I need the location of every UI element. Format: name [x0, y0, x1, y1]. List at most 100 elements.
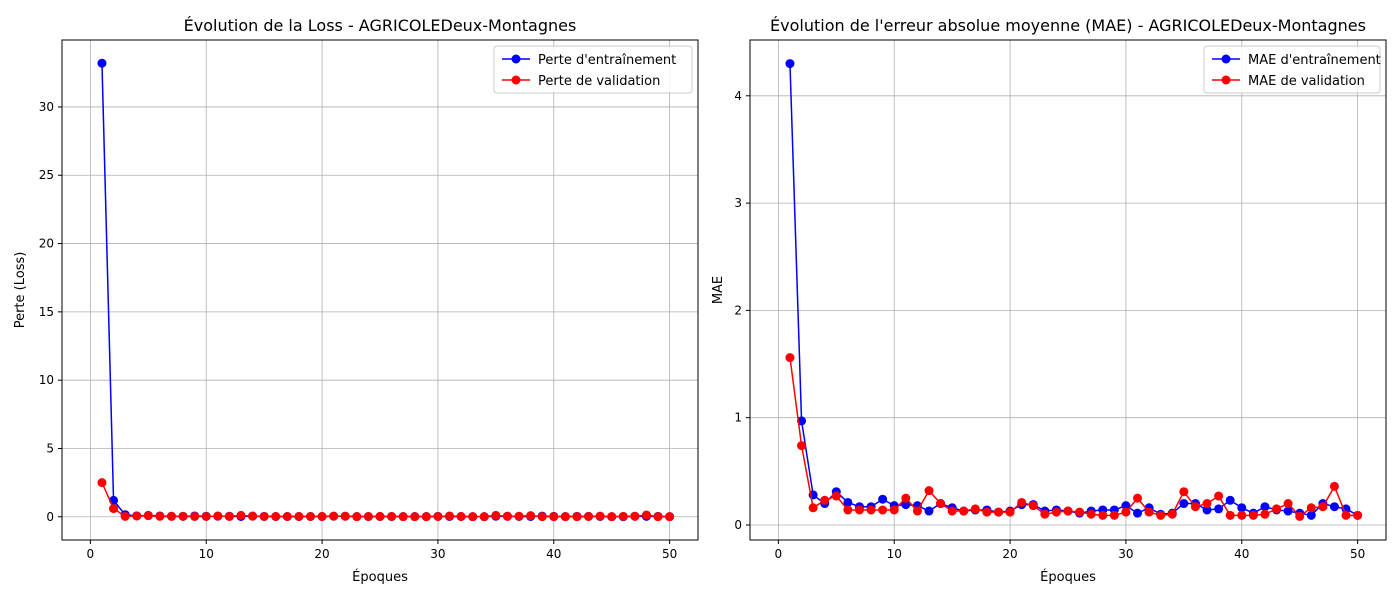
- data-point: [120, 511, 130, 521]
- data-point: [1272, 504, 1282, 514]
- data-point: [363, 512, 373, 522]
- plot-frame: [61, 39, 699, 541]
- data-point: [224, 512, 234, 522]
- data-point: [1237, 503, 1247, 513]
- data-point: [340, 511, 350, 521]
- data-point: [560, 512, 570, 522]
- legend-marker: [511, 75, 521, 85]
- y-tick-label: 2: [734, 303, 742, 317]
- data-point: [502, 511, 512, 521]
- y-tick-label: 1: [734, 411, 742, 425]
- data-point: [889, 505, 899, 515]
- data-point: [831, 491, 841, 501]
- legend-label: MAE de validation: [1248, 74, 1365, 89]
- legend-marker: [1221, 75, 1231, 85]
- x-tick-label: 50: [662, 547, 677, 561]
- data-point: [924, 506, 934, 516]
- x-axis-label: Époques: [352, 569, 408, 585]
- data-point: [1283, 499, 1293, 509]
- data-point: [959, 506, 969, 516]
- y-axis-label: Perte (Loss): [13, 252, 28, 329]
- x-tick-label: 10: [199, 547, 214, 561]
- legend-label: Perte d'entraînement: [538, 53, 676, 68]
- data-point: [248, 511, 258, 521]
- data-point: [491, 510, 501, 520]
- data-point: [132, 511, 142, 521]
- data-point: [433, 512, 443, 522]
- y-tick-label: 15: [39, 305, 54, 319]
- x-tick-label: 20: [1002, 547, 1017, 561]
- data-point: [970, 504, 980, 514]
- x-tick-label: 50: [1350, 547, 1365, 561]
- series-0: [785, 59, 1363, 520]
- x-axis-label: Époques: [1040, 569, 1096, 585]
- x-tick-label: 40: [1234, 547, 1249, 561]
- data-point: [1063, 506, 1073, 516]
- data-point: [820, 495, 830, 505]
- data-point: [618, 511, 628, 521]
- data-point: [1214, 491, 1224, 501]
- legend-box: [493, 45, 693, 94]
- chart-title: Évolution de la Loss - AGRICOLEDeux-Mont…: [184, 16, 577, 35]
- data-point: [155, 511, 165, 521]
- data-point: [584, 512, 594, 522]
- data-point: [1040, 509, 1050, 519]
- legend: MAE d'entraînement MAE de validation: [1203, 45, 1381, 94]
- y-tick-label: 4: [734, 89, 742, 103]
- data-point: [456, 512, 466, 522]
- plot-frame: [749, 39, 1387, 541]
- data-point: [479, 512, 489, 522]
- data-point: [1237, 510, 1247, 520]
- data-point: [982, 507, 992, 517]
- data-point: [305, 512, 315, 522]
- data-point: [947, 506, 957, 516]
- data-point: [109, 504, 119, 514]
- data-point: [1225, 495, 1235, 505]
- data-point: [1017, 497, 1027, 507]
- data-point: [1121, 501, 1131, 511]
- x-tick-label: 40: [546, 547, 561, 561]
- mae-chart: Évolution de l'erreur absolue moyenne (M…: [711, 16, 1387, 585]
- data-point: [665, 512, 675, 522]
- data-point: [1133, 493, 1143, 503]
- data-point: [607, 512, 617, 522]
- data-point: [653, 512, 663, 522]
- y-tick-label: 10: [39, 373, 54, 387]
- data-point: [294, 512, 304, 522]
- data-point: [410, 512, 420, 522]
- data-point: [924, 486, 934, 496]
- data-point: [878, 505, 888, 515]
- y-tick-label: 0: [734, 518, 742, 532]
- data-point: [572, 512, 582, 522]
- data-point: [282, 512, 292, 522]
- data-point: [1225, 510, 1235, 520]
- series-0: [97, 58, 675, 522]
- series-line: [789, 357, 1358, 518]
- data-point: [936, 499, 946, 509]
- data-point: [97, 478, 107, 488]
- series-1: [785, 353, 1363, 521]
- legend-label: MAE d'entraînement: [1248, 53, 1381, 68]
- data-point: [1353, 510, 1363, 520]
- data-point: [537, 512, 547, 522]
- data-point: [387, 512, 397, 522]
- x-tick-label: 20: [314, 547, 329, 561]
- data-point: [190, 512, 200, 522]
- data-point: [468, 512, 478, 522]
- data-point: [1318, 502, 1328, 512]
- data-point: [236, 510, 246, 520]
- data-point: [808, 503, 818, 513]
- series-line: [101, 482, 670, 518]
- data-point: [143, 511, 153, 521]
- data-point: [993, 507, 1003, 517]
- data-point: [901, 493, 911, 503]
- data-point: [271, 512, 281, 522]
- data-point: [1098, 510, 1108, 520]
- chart-title: Évolution de l'erreur absolue moyenne (M…: [770, 16, 1366, 35]
- legend-box: [1203, 45, 1381, 94]
- data-point: [1190, 502, 1200, 512]
- data-point: [1133, 508, 1143, 518]
- data-point: [1051, 507, 1061, 517]
- data-point: [514, 511, 524, 521]
